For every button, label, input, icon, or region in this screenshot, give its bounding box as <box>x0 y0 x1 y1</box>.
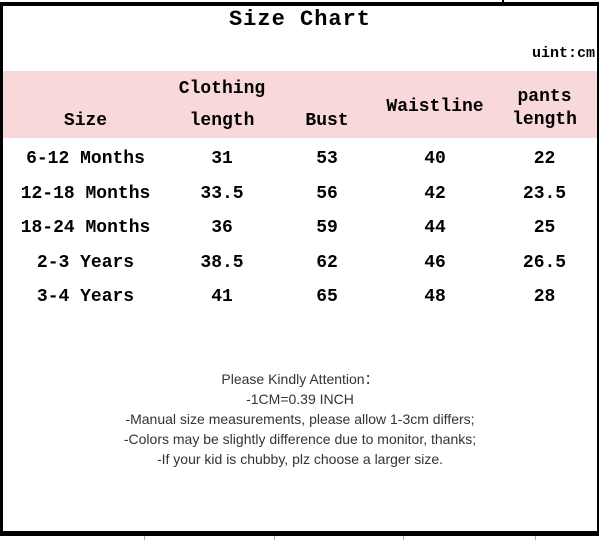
cell-bust: 59 <box>316 218 338 239</box>
cell-clothing-length: 33.5 <box>200 183 244 204</box>
cell-size: 12-18 Months <box>20 183 151 204</box>
column-header-pants-length: pants length <box>492 71 597 138</box>
cell-bust: 65 <box>316 287 338 308</box>
column-header-waistline-label: Waistline <box>386 97 484 117</box>
notes-section: Please Kindly Attention： -1CM=0.39 INCH … <box>0 369 600 469</box>
table-header-row: Size Clothing length Bust Waistline pant… <box>3 71 597 138</box>
column-header-clothing-line1: Clothing <box>178 78 266 99</box>
note-line: -If your kid is chubby, plz choose a lar… <box>156 451 444 467</box>
table-row: 2-3 Years 38.5 62 46 26.5 <box>3 246 597 281</box>
table-row: 6-12 Months 31 53 40 22 <box>3 142 597 177</box>
note-line: -1CM=0.39 INCH <box>246 391 354 407</box>
cell-waistline: 46 <box>424 252 446 273</box>
cell-pants-length: 28 <box>533 287 556 308</box>
cell-clothing-length: 41 <box>211 287 233 308</box>
grid-tick-top <box>502 0 504 6</box>
grid-tick-bottom <box>144 536 145 540</box>
cell-size: 2-3 Years <box>36 252 135 273</box>
grid-tick-bottom <box>274 536 275 540</box>
cell-bust: 53 <box>316 149 338 170</box>
cell-bust: 56 <box>316 183 338 204</box>
note-line: -Colors may be slightly difference due t… <box>123 431 477 447</box>
column-header-bust-label: Bust <box>305 111 349 131</box>
column-header-size-label: Size <box>63 111 108 131</box>
cell-pants-length: 26.5 <box>522 252 567 273</box>
cell-pants-length: 23.5 <box>522 183 567 204</box>
cell-waistline: 40 <box>424 149 446 170</box>
column-header-waistline: Waistline <box>378 71 492 138</box>
cell-waistline: 42 <box>424 183 446 204</box>
column-header-pants-line2: length <box>512 109 577 130</box>
cell-bust: 62 <box>316 252 338 273</box>
column-header-pants-line1: pants <box>517 86 572 107</box>
table-row: 18-24 Months 36 59 44 25 <box>3 211 597 246</box>
cell-pants-length: 22 <box>533 149 556 170</box>
page-title: Size Chart <box>228 7 372 32</box>
cell-size: 18-24 Months <box>20 218 151 239</box>
cell-waistline: 44 <box>424 218 446 239</box>
table-body: 6-12 Months 31 53 40 22 12-18 Months 33.… <box>3 138 597 315</box>
cell-clothing-length: 31 <box>211 149 233 170</box>
cell-clothing-length: 36 <box>211 218 233 239</box>
column-header-clothing-length: Clothing length <box>168 71 276 138</box>
cell-size: 3-4 Years <box>36 287 135 308</box>
column-header-bust: Bust <box>276 71 378 138</box>
notes-heading: Please Kindly Attention： <box>221 371 379 387</box>
table-row: 12-18 Months 33.5 56 42 23.5 <box>3 177 597 212</box>
cell-waistline: 48 <box>424 287 446 308</box>
grid-tick-bottom <box>403 536 404 540</box>
note-line: -Manual size measurements, please allow … <box>125 411 475 427</box>
column-header-clothing-line2: length <box>189 110 255 131</box>
cell-size: 6-12 Months <box>26 149 145 170</box>
cell-clothing-length: 38.5 <box>200 252 244 273</box>
unit-label: uint:cm <box>531 45 595 62</box>
grid-tick-bottom <box>535 536 536 540</box>
cell-pants-length: 25 <box>533 218 556 239</box>
column-header-size: Size <box>3 71 168 138</box>
table-row: 3-4 Years 41 65 48 28 <box>3 280 597 315</box>
